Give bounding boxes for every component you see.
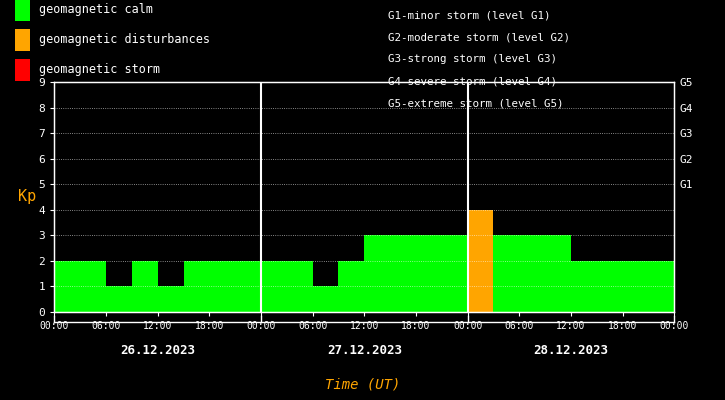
- Bar: [545, 235, 571, 312]
- Bar: [80, 261, 106, 312]
- Bar: [571, 261, 597, 312]
- Bar: [339, 261, 364, 312]
- Text: Time (UT): Time (UT): [325, 378, 400, 392]
- Text: G2-moderate storm (level G2): G2-moderate storm (level G2): [388, 32, 570, 42]
- Y-axis label: Kp: Kp: [18, 190, 36, 204]
- Bar: [312, 286, 339, 312]
- Text: 26.12.2023: 26.12.2023: [120, 344, 195, 356]
- Bar: [210, 261, 235, 312]
- Bar: [623, 261, 648, 312]
- Bar: [442, 235, 468, 312]
- Bar: [468, 210, 494, 312]
- Bar: [287, 261, 312, 312]
- Bar: [183, 261, 210, 312]
- Text: geomagnetic storm: geomagnetic storm: [39, 64, 160, 76]
- Bar: [157, 286, 183, 312]
- Bar: [648, 261, 674, 312]
- Bar: [132, 261, 157, 312]
- Bar: [597, 261, 623, 312]
- Bar: [235, 261, 261, 312]
- Bar: [261, 261, 287, 312]
- Text: G4-severe storm (level G4): G4-severe storm (level G4): [388, 76, 557, 86]
- Bar: [364, 235, 390, 312]
- Bar: [416, 235, 442, 312]
- Bar: [106, 286, 132, 312]
- Text: 27.12.2023: 27.12.2023: [327, 344, 402, 356]
- Text: G3-strong storm (level G3): G3-strong storm (level G3): [388, 54, 557, 64]
- Bar: [519, 235, 545, 312]
- Bar: [494, 235, 519, 312]
- Text: 28.12.2023: 28.12.2023: [534, 344, 608, 356]
- Bar: [54, 261, 80, 312]
- Text: G1-minor storm (level G1): G1-minor storm (level G1): [388, 10, 550, 20]
- Bar: [390, 235, 416, 312]
- Text: G5-extreme storm (level G5): G5-extreme storm (level G5): [388, 98, 563, 108]
- Text: geomagnetic disturbances: geomagnetic disturbances: [39, 34, 210, 46]
- Text: geomagnetic calm: geomagnetic calm: [39, 4, 153, 16]
